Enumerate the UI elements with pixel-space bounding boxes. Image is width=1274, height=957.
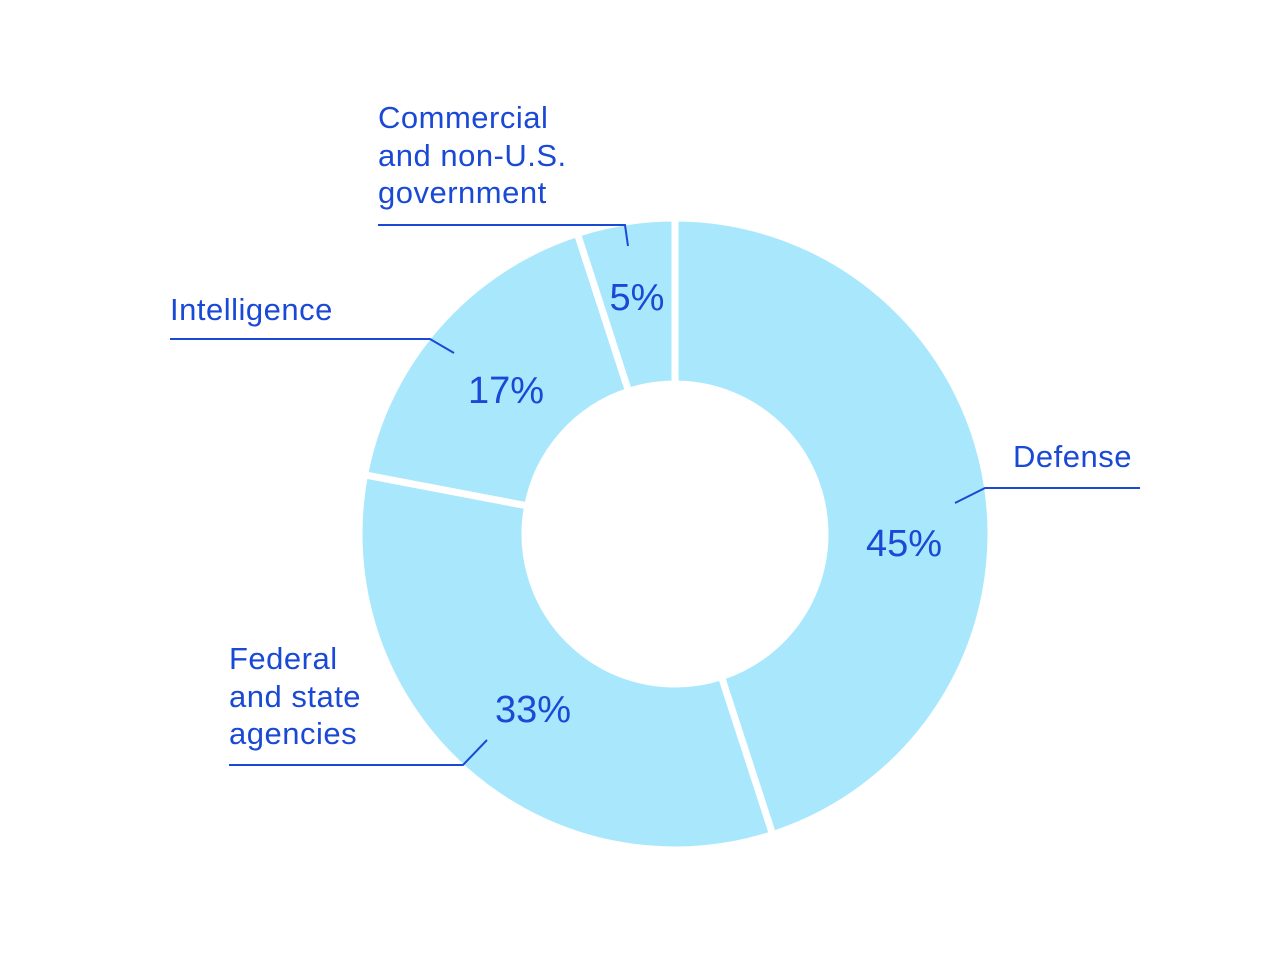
category-label-defense: Defense <box>1013 439 1132 474</box>
slice-intelligence <box>360 229 634 510</box>
category-label-federal-line-1: Federal <box>229 641 338 676</box>
slice-federal-state <box>355 470 778 854</box>
value-label-defense: 45% <box>866 523 942 565</box>
leader-federal <box>229 739 488 766</box>
value-label-intelligence: 17% <box>468 370 544 412</box>
category-label-federal-line-2: and state <box>229 679 361 714</box>
leader-intelligence <box>170 338 455 354</box>
leader-commercial <box>378 224 629 247</box>
slices-layer <box>355 214 995 854</box>
value-label-commercial: 5% <box>610 277 665 319</box>
leaders-layer <box>170 224 1140 766</box>
slice-defense <box>671 214 995 839</box>
category-label-commercial-line-3: government <box>378 175 547 210</box>
category-label-commercial-line-1: Commercial <box>378 100 548 135</box>
category-label-federal-line-3: agencies <box>229 716 357 751</box>
leader-defense <box>954 487 1140 504</box>
category-label-intelligence: Intelligence <box>170 292 333 327</box>
category-label-commercial-line-2: and non-U.S. <box>378 138 567 173</box>
value-label-federal-state: 33% <box>495 689 571 731</box>
